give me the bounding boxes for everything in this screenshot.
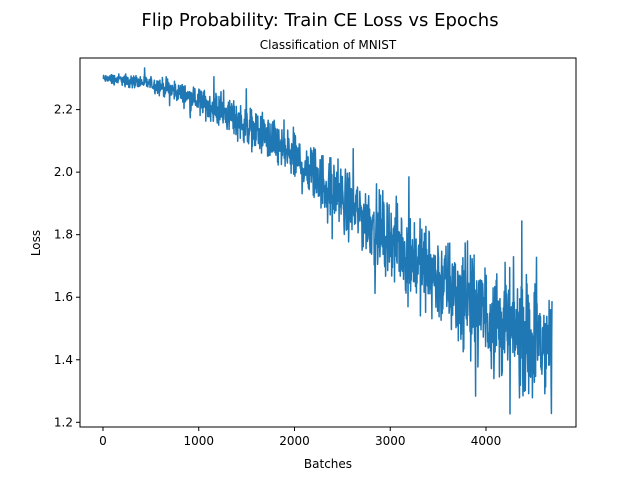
x-tick-label: 1000 [183, 434, 214, 448]
loss-series-line [102, 67, 553, 415]
y-tick-label: 1.4 [54, 353, 73, 367]
y-tick-label: 2.2 [54, 103, 73, 117]
series-layer [102, 67, 553, 415]
x-axis: 0 1000 2000 3000 4000 [99, 427, 501, 448]
y-axis-label: Loss [29, 230, 43, 256]
chart-subtitle: Classification of MNIST [260, 38, 397, 52]
x-tick-label: 3000 [375, 434, 406, 448]
axes-frame [79, 57, 577, 428]
y-tick-label: 2.0 [54, 165, 73, 179]
y-tick-label: 1.8 [54, 228, 73, 242]
x-tick-label: 0 [99, 434, 107, 448]
plot-area [79, 57, 577, 428]
x-tick-label: 4000 [471, 434, 502, 448]
chart-title: Flip Probability: Train CE Loss vs Epoch… [141, 10, 498, 31]
x-tick-label: 2000 [279, 434, 310, 448]
y-axis: 1.2 1.4 1.6 1.8 2.0 2.2 [54, 103, 80, 429]
x-axis-label: Batches [304, 457, 352, 471]
y-tick-label: 1.2 [54, 415, 73, 429]
y-tick-label: 1.6 [54, 290, 73, 304]
